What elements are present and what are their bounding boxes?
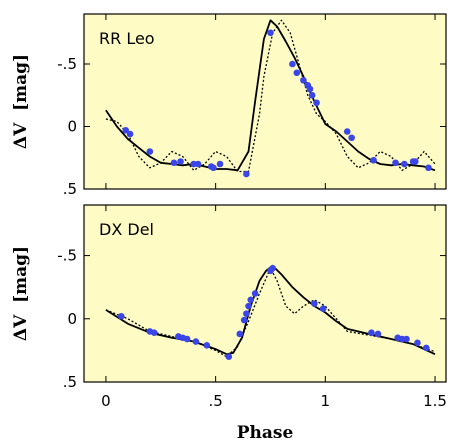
y-axis-label-dx-del: ΔV [mag] <box>11 246 31 341</box>
data-point-rr-leo <box>300 76 307 84</box>
data-point-dx-del <box>403 335 410 343</box>
data-point-dx-del <box>311 300 318 307</box>
data-point-dx-del <box>319 305 327 312</box>
data-point-rr-leo <box>122 126 129 134</box>
y-tick-label: 0 <box>67 118 77 136</box>
data-point-dx-del <box>251 290 259 297</box>
data-point-dx-del <box>247 296 255 304</box>
data-point-rr-leo <box>126 130 134 138</box>
data-point-rr-leo <box>170 159 178 167</box>
data-point-rr-leo <box>348 134 355 142</box>
panel-label-rr-leo: RR Leo <box>99 29 155 48</box>
solid-curve-rr-leo <box>105 19 436 172</box>
panel-dx-del: ΔV [mag] 0 .5 1 1.5 .5 0 -.5 DX Del <box>11 204 447 410</box>
data-point-rr-leo <box>343 128 351 135</box>
x-axis-label: Phase <box>237 423 294 443</box>
panel-label-dx-del: DX Del <box>99 220 154 239</box>
data-point-rr-leo <box>210 164 217 172</box>
data-point-rr-leo <box>411 158 419 165</box>
data-point-rr-leo <box>267 29 274 37</box>
data-point-dx-del <box>368 329 375 336</box>
x-tick-label: 1.5 <box>423 392 447 410</box>
data-point-rr-leo <box>146 148 154 155</box>
data-point-dx-del <box>422 344 430 352</box>
data-point-rr-leo <box>243 170 250 178</box>
data-point-rr-leo <box>308 91 316 99</box>
data-point-rr-leo <box>370 156 377 164</box>
data-point-dx-del <box>236 330 244 338</box>
x-tick-label: 0 <box>101 392 111 410</box>
data-point-dx-del <box>414 339 421 347</box>
data-point-rr-leo <box>194 160 202 168</box>
panel-rr-leo: ΔV [mag] .5 0 -.5 RR Leo <box>11 13 447 198</box>
data-point-rr-leo <box>401 160 408 168</box>
data-point-rr-leo <box>293 69 301 77</box>
data-point-dx-del <box>269 264 276 272</box>
data-point-dx-del <box>117 312 125 320</box>
y-tick-label: 0 <box>67 310 77 328</box>
plot-area-rr-leo <box>83 13 447 190</box>
data-point-dx-del <box>183 335 191 343</box>
data-point-rr-leo <box>425 164 432 172</box>
data-point-rr-leo <box>392 159 399 167</box>
data-point-rr-leo <box>289 60 296 68</box>
plot-area-dx-del <box>83 204 447 383</box>
data-point-rr-leo <box>313 99 320 107</box>
data-point-dx-del <box>374 330 382 338</box>
data-point-dx-del <box>240 316 248 324</box>
y-axis-label-rr-leo: ΔV [mag] <box>11 54 31 149</box>
y-tick-label: .5 <box>63 373 77 391</box>
data-point-rr-leo <box>216 160 224 168</box>
data-point-dx-del <box>245 302 252 310</box>
data-point-rr-leo <box>306 85 314 93</box>
data-point-dx-del <box>150 329 158 336</box>
data-point-dx-del <box>243 310 250 318</box>
data-point-dx-del <box>225 353 233 361</box>
y-tick-label: -.5 <box>57 55 77 73</box>
y-tick-label: -.5 <box>57 247 77 265</box>
x-tick-label: .5 <box>208 392 222 410</box>
data-point-dx-del <box>192 338 200 345</box>
data-point-dx-del <box>203 342 211 349</box>
x-tick-label: 1 <box>321 392 331 410</box>
dotted-curve-dx-del <box>105 267 436 358</box>
data-point-rr-leo <box>177 158 184 165</box>
y-tick-label: .5 <box>63 180 77 198</box>
